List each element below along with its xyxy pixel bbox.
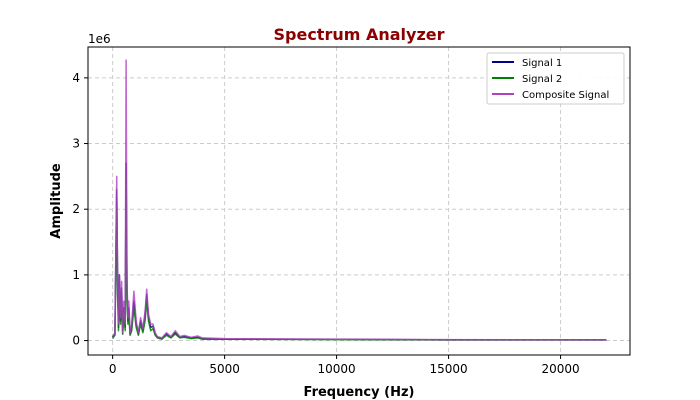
plot-frame (87, 46, 631, 356)
x-tick-label: 15000 (429, 362, 467, 376)
ticks: 0 5000 10000 15000 20000 0 1 2 3 4 (72, 71, 579, 376)
legend: Signal 1 Signal 2 Composite Signal (486, 52, 625, 105)
x-tick-label: 10000 (318, 362, 356, 376)
legend-box (486, 52, 625, 105)
y-offset-text: 1e6 (88, 32, 111, 46)
y-tick-label: 3 (72, 137, 80, 151)
series-line-composite-signal (111, 59, 607, 341)
x-tick-label: 0 (109, 362, 117, 376)
y-tick-label: 2 (72, 202, 80, 216)
x-tick-label: 20000 (541, 362, 579, 376)
y-axis-label: Amplitude (49, 163, 64, 239)
chart-title: Spectrum Analyzer (273, 25, 444, 44)
x-tick-label: 5000 (209, 362, 240, 376)
series-layer (111, 59, 607, 341)
y-tick-label: 1 (72, 268, 80, 282)
x-axis-label: Frequency (Hz) (304, 385, 415, 400)
legend-label-composite-signal: Composite Signal (522, 90, 609, 101)
legend-label-signal-2: Signal 2 (522, 74, 562, 85)
legend-label-signal-1: Signal 1 (522, 58, 562, 69)
y-tick-label: 0 (72, 334, 80, 348)
y-tick-label: 4 (72, 71, 80, 85)
